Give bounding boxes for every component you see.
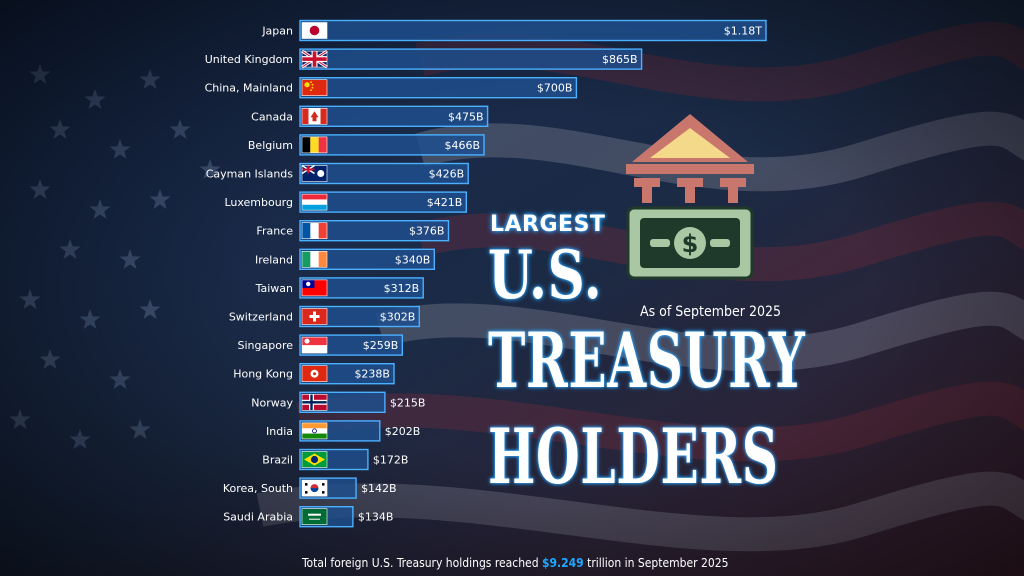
category-label: Luxembourg <box>224 196 293 209</box>
bar <box>299 162 469 185</box>
bar <box>299 191 468 213</box>
category-label: United Kingdom <box>205 53 293 66</box>
bar <box>299 105 489 128</box>
bar-row: Taiwan $312B <box>255 277 424 299</box>
value-label: $259B <box>363 339 399 352</box>
value-label: $202B <box>385 425 421 438</box>
value-label: $302B <box>380 311 416 324</box>
france-flag-icon <box>301 222 328 239</box>
china-flag-icon <box>301 79 328 96</box>
category-label: Saudi Arabia <box>223 511 293 524</box>
category-label: China, Mainland <box>205 82 293 95</box>
bar <box>299 134 485 156</box>
bar-row: Cayman Islands $426B <box>206 162 469 185</box>
bar-row: Singapore $259B <box>238 334 404 356</box>
bar <box>299 19 767 42</box>
bar <box>299 277 424 299</box>
bar-row: India $202B <box>266 420 421 442</box>
bar-row: Saudi Arabia $134B <box>223 506 394 528</box>
value-label: $466B <box>444 139 480 152</box>
belgium-flag-icon <box>301 136 328 154</box>
bar-row: Brazil $172B <box>262 448 409 471</box>
cayman-islands-flag-icon <box>301 164 328 182</box>
bar-row: Japan $1.18T <box>261 19 767 42</box>
bar <box>299 219 450 242</box>
title-us: U.S. <box>488 236 603 314</box>
value-label: $238B <box>354 368 390 381</box>
bar-row: Luxembourg $421B <box>224 191 468 213</box>
india-flag-icon <box>301 422 328 440</box>
title-largest: LARGEST <box>490 212 606 237</box>
category-label: Belgium <box>248 139 293 152</box>
singapore-flag-icon <box>301 336 328 354</box>
bar <box>299 48 643 70</box>
footnote-text-end: trillion in September 2025 <box>583 556 729 570</box>
bar <box>299 76 578 99</box>
switzerland-flag-icon <box>301 308 328 325</box>
taiwan-flag-icon <box>301 279 328 297</box>
bar-row: Ireland $340B <box>255 248 436 271</box>
category-label: Switzerland <box>229 311 293 324</box>
bar-row: United Kingdom $865B <box>205 48 643 70</box>
value-label: $340B <box>395 253 431 266</box>
bar-row: Hong Kong $238B <box>233 363 395 385</box>
footnote: Total foreign U.S. Treasury holdings rea… <box>302 556 729 570</box>
category-label: India <box>266 425 293 438</box>
uk-flag-icon <box>301 49 328 69</box>
category-label: France <box>256 225 293 238</box>
value-label: $312B <box>384 282 420 295</box>
category-label: Korea, South <box>223 482 293 495</box>
value-label: $376B <box>409 225 445 238</box>
bar <box>299 305 421 328</box>
value-label: $421B <box>427 196 463 209</box>
value-label: $700B <box>537 82 573 95</box>
bar-row: Norway $215B <box>251 391 426 413</box>
category-label: Singapore <box>238 339 294 352</box>
value-label: $172B <box>373 454 409 467</box>
value-label: $1.18T <box>724 25 762 38</box>
value-label: $142B <box>361 482 397 495</box>
value-label: $215B <box>390 396 426 409</box>
hong-kong-flag-icon <box>301 365 328 383</box>
category-label: Ireland <box>255 253 293 266</box>
footnote-text: Total foreign U.S. Treasury holdings rea… <box>302 556 542 570</box>
bar-row: Belgium $466B <box>248 134 485 156</box>
category-label: Brazil <box>262 454 293 467</box>
title-treasury: TREASURY <box>488 316 806 405</box>
category-label: Cayman Islands <box>206 168 294 181</box>
bar-row: Canada $475B <box>251 105 489 128</box>
title-holders: HOLDERS <box>488 412 779 501</box>
value-label: $475B <box>448 110 484 123</box>
category-label: Hong Kong <box>233 368 293 381</box>
subtitle-date: As of September 2025 <box>640 304 781 320</box>
bar-row: Korea, South $142B <box>223 477 397 499</box>
svg-text:$: $ <box>682 230 699 258</box>
ireland-flag-icon <box>301 251 328 268</box>
canada-flag-icon <box>301 108 328 125</box>
norway-flag-icon <box>301 393 328 411</box>
bar <box>299 248 436 271</box>
bar-row: Switzerland $302B <box>229 305 421 328</box>
saudi-arabia-flag-icon <box>301 508 328 526</box>
korea-south-flag-icon <box>301 479 328 497</box>
value-label: $865B <box>602 53 638 66</box>
bank-building-icon: $ <box>626 114 754 280</box>
category-label: Canada <box>251 110 293 123</box>
footnote-total: $9.249 <box>542 556 584 570</box>
dollar-bill-icon: $ <box>626 206 754 280</box>
bar-row: China, Mainland $700B <box>205 76 578 99</box>
japan-flag-icon <box>301 22 328 39</box>
luxembourg-flag-icon <box>301 193 328 211</box>
category-label: Japan <box>261 25 293 38</box>
value-label: $426B <box>429 168 465 181</box>
category-label: Taiwan <box>255 282 293 295</box>
brazil-flag-icon <box>301 451 328 468</box>
value-label: $134B <box>358 511 394 524</box>
category-label: Norway <box>251 396 293 409</box>
bar-row: France $376B <box>256 219 450 242</box>
